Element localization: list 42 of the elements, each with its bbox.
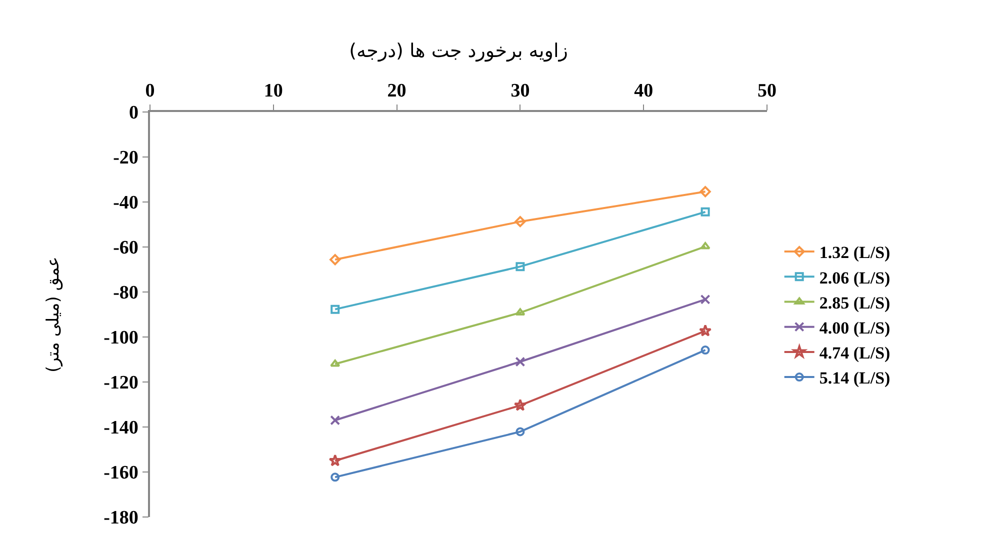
- y-tick-label: -120: [104, 372, 138, 394]
- y-tick-label: -100: [104, 328, 138, 349]
- x-tick-label: 10: [264, 80, 283, 102]
- legend-label: 1.32 (L/S): [819, 243, 890, 262]
- y-axis-title: عمق (میلی متر): [44, 256, 64, 372]
- point: [698, 324, 712, 336]
- legend-label: 4.00 (L/S): [819, 318, 890, 338]
- legend-label: 2.85 (L/S): [819, 293, 890, 312]
- point: [515, 308, 526, 316]
- y-tick-label: -60: [113, 238, 138, 259]
- legend-label: 2.06 (L/S): [819, 268, 890, 288]
- legend-label: 4.74 (L/S): [819, 344, 890, 363]
- x-tick-label: 0: [145, 80, 155, 102]
- legend-label: 5.14 (L/S): [819, 368, 890, 388]
- point: [330, 254, 341, 266]
- point: [514, 216, 526, 228]
- y-tick-label: -40: [113, 192, 138, 214]
- y-tick-label: -160: [104, 462, 138, 484]
- point: [514, 398, 527, 411]
- point: [516, 427, 525, 436]
- y-tick-label: -80: [113, 282, 138, 304]
- y-tick-label: -140: [104, 418, 138, 439]
- point: [700, 294, 710, 304]
- point: [515, 356, 526, 367]
- x-tick-label: 40: [634, 80, 654, 102]
- x-tick-label: 50: [758, 80, 776, 102]
- point: [700, 242, 710, 250]
- point: [700, 207, 710, 216]
- point: [330, 360, 340, 367]
- y-tick-label: -20: [113, 148, 138, 169]
- point: [330, 472, 340, 482]
- point: [328, 454, 342, 466]
- y-tick-label: 0: [128, 102, 138, 124]
- point: [700, 186, 711, 198]
- point: [700, 346, 710, 355]
- x-tick-label: 30: [510, 80, 530, 102]
- x-axis-title: زاویه برخورد جت ها (درجه): [349, 40, 568, 62]
- point: [516, 262, 525, 272]
- point: [330, 304, 340, 314]
- point: [330, 415, 340, 426]
- y-tick-label: -180: [104, 508, 138, 529]
- x-tick-label: 20: [387, 80, 406, 102]
